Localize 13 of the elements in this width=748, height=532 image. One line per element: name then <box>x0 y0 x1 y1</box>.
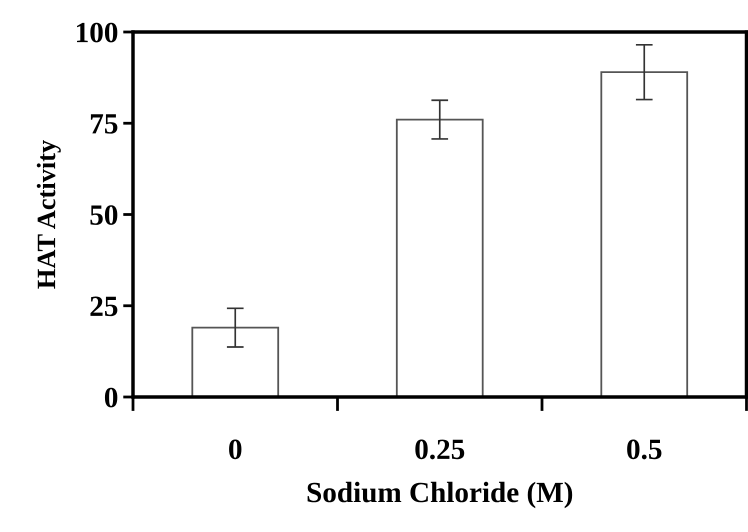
y-tick-label: 75 <box>90 114 118 134</box>
y-tick-label: 100 <box>77 22 118 42</box>
x-tick-label: 0 <box>229 440 242 460</box>
y-tick-label: 25 <box>90 296 118 316</box>
x-axis-title: Sodium Chloride (M) <box>308 482 572 508</box>
x-tick-label: 0.5 <box>627 440 662 460</box>
x-tick-label: 0.25 <box>415 440 464 460</box>
y-axis-title: HAT Activity <box>36 140 61 289</box>
y-tick-label: 0 <box>104 388 118 408</box>
bar <box>396 118 484 397</box>
bar <box>600 71 688 397</box>
y-tick-label: 50 <box>90 205 118 225</box>
bar <box>191 326 280 397</box>
